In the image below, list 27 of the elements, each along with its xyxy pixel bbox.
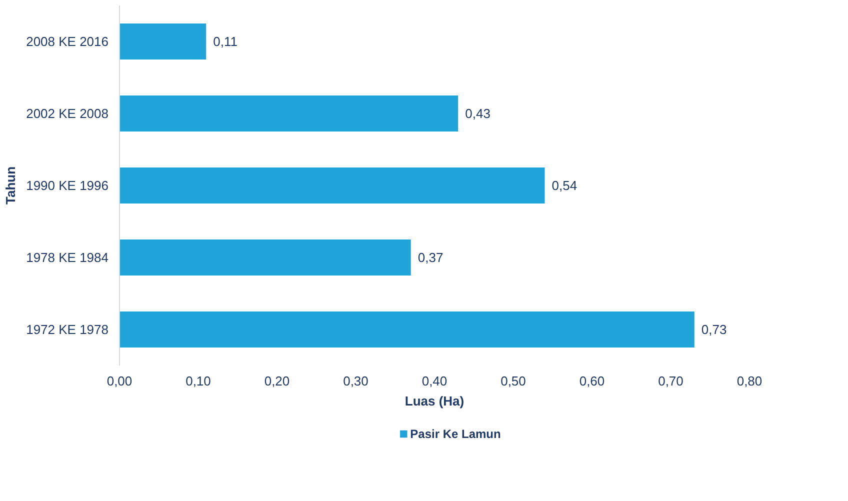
x-tick-label: 0,10 xyxy=(186,374,211,388)
bar xyxy=(120,24,206,60)
data-label: 0,11 xyxy=(213,34,238,49)
x-axis-title: Luas (Ha) xyxy=(404,394,464,408)
bar xyxy=(120,312,694,348)
x-tick-label: 0,50 xyxy=(500,374,526,388)
x-tick-label: 0,80 xyxy=(736,374,762,388)
x-tick-label: 0,30 xyxy=(343,374,368,388)
y-tick-label: 2002 KE 2008 xyxy=(26,106,108,121)
bar xyxy=(120,168,545,204)
bar xyxy=(120,96,458,132)
data-label: 0,37 xyxy=(418,250,444,265)
data-label: 0,43 xyxy=(465,106,490,121)
y-tick-label: 1990 KE 1996 xyxy=(26,178,108,193)
x-tick-label: 0,20 xyxy=(264,374,290,388)
x-tick-label: 0,00 xyxy=(106,374,132,388)
bar xyxy=(120,240,411,276)
x-tick-label: 0,70 xyxy=(658,374,684,388)
y-tick-label: 2008 KE 2016 xyxy=(26,34,108,49)
y-tick-label: 1972 KE 1978 xyxy=(26,322,108,337)
x-tick-label: 0,60 xyxy=(579,374,605,388)
y-tick-label: 1978 KE 1984 xyxy=(26,250,108,265)
data-label: 0,54 xyxy=(552,178,578,193)
y-axis-title: Tahun xyxy=(3,166,18,205)
legend-label: Pasir Ke Lamun xyxy=(410,426,501,440)
data-label: 0,73 xyxy=(701,322,727,337)
x-tick-label: 0,40 xyxy=(422,374,448,388)
